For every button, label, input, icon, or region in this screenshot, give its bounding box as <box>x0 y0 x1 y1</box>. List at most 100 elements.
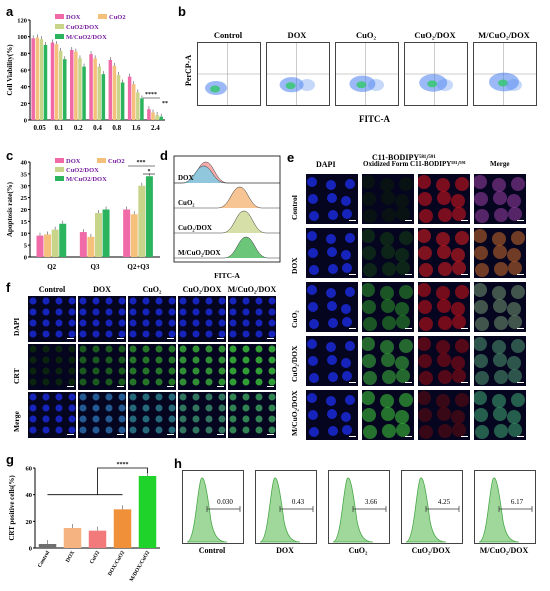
cell-blob <box>268 356 276 364</box>
cell-blob <box>68 319 76 327</box>
cell-blob <box>205 345 213 353</box>
cell-blob <box>493 353 507 367</box>
legend-label: CuO2/DOX <box>66 167 99 174</box>
cell-blob <box>205 330 213 338</box>
cell-blob <box>242 367 250 375</box>
cell-blob <box>308 302 318 312</box>
x-tick-label: M/DOX/CuO2 <box>129 550 152 583</box>
cell-blob <box>395 302 409 316</box>
scale-bar <box>405 436 412 437</box>
cell-blob <box>492 340 506 354</box>
cell-blob <box>168 415 176 423</box>
microscopy-image <box>28 296 76 342</box>
scale-bar <box>405 274 412 275</box>
bar <box>116 75 121 120</box>
cell-blob <box>155 308 163 316</box>
significance-label: **** <box>145 92 157 98</box>
cell-blob <box>474 246 488 260</box>
cell-blob <box>494 370 508 384</box>
panel-b-xlabel: FITC-A <box>359 114 390 124</box>
cell-blob <box>179 308 187 316</box>
legend-label: CuO2 <box>108 158 125 165</box>
gate-percentage: 0.030 <box>217 498 233 506</box>
cell-blob <box>118 404 126 412</box>
cell-blob <box>341 412 351 422</box>
bar <box>130 214 138 257</box>
cell-blob <box>345 287 355 297</box>
cell-blob <box>55 367 63 375</box>
bar <box>102 209 110 257</box>
y-tick-label: 20 <box>21 101 28 108</box>
histogram-plot: 4.25 <box>401 470 463 544</box>
cell-pattern <box>79 345 126 386</box>
bar <box>155 115 159 120</box>
histogram-plot: 0.030 <box>182 470 244 544</box>
cell-blob <box>307 177 317 187</box>
cell-pattern <box>29 393 76 434</box>
bar <box>89 54 93 120</box>
x-tick-label: DOX <box>65 550 76 564</box>
cell-blob <box>363 209 377 223</box>
column-header: CuO₂/DOX <box>182 285 222 294</box>
histogram-label: M/CuO₂/DOX <box>178 249 221 257</box>
cell-blob <box>79 393 87 401</box>
column-header: CuO₂ <box>142 285 162 294</box>
cell-blob <box>68 426 76 434</box>
cell-blob <box>155 345 163 353</box>
cell-blob <box>363 371 377 385</box>
cell-blob <box>255 308 263 316</box>
cell-blob <box>268 367 276 375</box>
cell-blob <box>79 356 87 364</box>
cell-blob <box>345 179 355 189</box>
cell-blob <box>79 378 87 386</box>
cell-blob <box>341 250 351 260</box>
cell-pattern <box>29 345 76 386</box>
cell-blob <box>395 356 409 370</box>
microscopy-image <box>228 392 276 438</box>
cell-blob <box>255 426 263 434</box>
x-tick-label: 1.6 <box>132 124 141 132</box>
cell-blob <box>418 337 431 351</box>
cell-pattern <box>179 393 226 434</box>
cell-blob <box>68 297 76 305</box>
cell-blob <box>92 330 100 338</box>
cell-blob <box>42 297 50 305</box>
cell-blob <box>508 261 522 275</box>
cell-blob <box>474 337 487 351</box>
legend-label: M/CuO2/DOX <box>66 176 107 183</box>
bar <box>159 116 163 120</box>
cell-blob <box>255 415 263 423</box>
cell-blob <box>475 317 489 331</box>
bar <box>123 209 131 257</box>
cell-blob <box>255 367 263 375</box>
scale-bar <box>517 274 524 275</box>
y-tick-label: 10 <box>21 231 28 238</box>
cell-blob <box>493 191 507 205</box>
cell-blob <box>268 378 276 386</box>
cell-blob <box>396 315 410 329</box>
cell-blob <box>382 370 396 384</box>
cell-blob <box>205 367 213 375</box>
bar <box>93 58 97 120</box>
cell-blob <box>42 393 50 401</box>
cell-blob <box>437 191 451 205</box>
cell-blob <box>242 378 250 386</box>
cell-blob <box>129 319 137 327</box>
bar <box>108 60 113 120</box>
cell-blob <box>362 337 375 351</box>
cell-blob <box>229 415 237 423</box>
dot-cluster-tail <box>506 79 522 91</box>
y-tick-label: 40 <box>21 84 28 91</box>
cell-blob <box>418 300 432 314</box>
cell-blob <box>511 231 525 245</box>
histogram-curve: 6.17 <box>478 477 533 543</box>
cell-blob <box>437 299 451 313</box>
y-tick-label: 20 <box>26 519 33 526</box>
cell-blob <box>381 299 395 313</box>
microscopy-image <box>474 228 526 278</box>
histogram-peak <box>174 186 280 209</box>
bar <box>74 51 78 120</box>
bar <box>79 232 87 257</box>
cell-blob <box>341 358 351 368</box>
cell-blob <box>192 356 200 364</box>
